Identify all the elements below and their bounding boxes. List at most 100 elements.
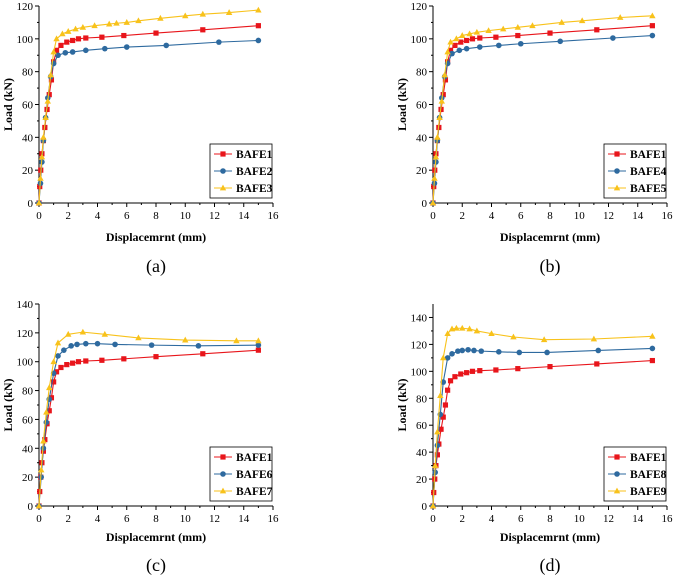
data-point-BAFE5 bbox=[514, 23, 522, 30]
data-point-BAFE1 bbox=[70, 360, 76, 366]
data-point-BAFE3 bbox=[79, 23, 87, 30]
legend-label: BAFE8 bbox=[630, 469, 667, 481]
panel-caption: (d) bbox=[540, 555, 561, 576]
y-tick-label: 140 bbox=[17, 299, 34, 311]
y-tick-label: 0 bbox=[28, 501, 34, 513]
x-tick-label: 10 bbox=[180, 210, 192, 222]
data-point-BAFE8 bbox=[444, 355, 451, 361]
x-tick-label: 4 bbox=[489, 210, 495, 222]
x-tick-label: 12 bbox=[603, 513, 614, 525]
data-point-BAFE5 bbox=[429, 199, 437, 206]
x-tick-label: 4 bbox=[95, 210, 101, 222]
series-BAFE9 bbox=[429, 324, 656, 509]
data-point-BAFE6 bbox=[112, 341, 118, 348]
data-point-BAFE1 bbox=[452, 42, 458, 48]
data-point-BAFE1 bbox=[440, 414, 446, 420]
x-tick-label: 0 bbox=[36, 513, 42, 525]
x-tick-label: 10 bbox=[574, 210, 586, 222]
x-tick-label: 8 bbox=[153, 513, 159, 525]
x-tick-label: 14 bbox=[238, 210, 250, 222]
data-point-BAFE1 bbox=[99, 34, 105, 40]
y-tick-label: 60 bbox=[22, 100, 34, 112]
data-point-BAFE2 bbox=[62, 49, 69, 56]
data-point-BAFE9 bbox=[473, 327, 481, 334]
data-point-BAFE2 bbox=[216, 39, 222, 45]
legend-label: BAFE4 bbox=[630, 166, 667, 178]
data-point-BAFE1 bbox=[442, 402, 449, 408]
data-point-BAFE1 bbox=[153, 354, 159, 360]
x-tick-label: 16 bbox=[662, 513, 674, 525]
x-tick-label: 4 bbox=[489, 513, 495, 525]
data-point-BAFE1 bbox=[440, 92, 446, 98]
y-tick-label: 40 bbox=[416, 447, 428, 459]
series-BAFE5 bbox=[429, 12, 656, 206]
data-point-BAFE9 bbox=[453, 324, 460, 331]
data-point-BAFE5 bbox=[473, 28, 481, 35]
data-point-BAFE1 bbox=[515, 32, 521, 39]
data-point-BAFE8 bbox=[471, 347, 477, 354]
data-point-BAFE5 bbox=[444, 48, 451, 55]
data-point-BAFE4 bbox=[456, 47, 463, 54]
data-point-BAFE3 bbox=[38, 153, 46, 160]
data-point-BAFE2 bbox=[255, 37, 262, 44]
data-point-BAFE8 bbox=[459, 347, 466, 354]
data-point-BAFE9 bbox=[459, 324, 466, 331]
legend-label: BAFE5 bbox=[630, 183, 667, 195]
data-point-BAFE2 bbox=[83, 47, 89, 54]
data-point-BAFE2 bbox=[55, 52, 61, 59]
data-point-BAFE8 bbox=[496, 349, 502, 355]
data-point-BAFE4 bbox=[449, 50, 455, 57]
legend-marker bbox=[613, 184, 621, 191]
y-tick-label: 120 bbox=[411, 339, 428, 351]
data-point-BAFE6 bbox=[255, 342, 262, 348]
legend-marker bbox=[220, 454, 226, 460]
data-point-BAFE8 bbox=[516, 349, 523, 356]
data-point-BAFE7 bbox=[46, 384, 53, 391]
data-point-BAFE7 bbox=[40, 437, 47, 444]
data-point-BAFE6 bbox=[83, 340, 89, 347]
legend-label: BAFE2 bbox=[236, 166, 273, 178]
legend-label: BAFE1 bbox=[236, 149, 273, 161]
x-tick-label: 2 bbox=[460, 210, 466, 222]
y-tick-label: 20 bbox=[416, 165, 428, 177]
data-point-BAFE8 bbox=[449, 351, 455, 357]
data-point-BAFE1 bbox=[464, 370, 470, 376]
y-tick-label: 100 bbox=[411, 366, 428, 378]
data-point-BAFE5 bbox=[432, 153, 440, 160]
data-point-BAFE5 bbox=[436, 114, 443, 121]
y-tick-label: 100 bbox=[411, 34, 428, 46]
data-point-BAFE3 bbox=[157, 14, 164, 21]
y-axis-title: Load (kN) bbox=[1, 378, 15, 431]
data-point-BAFE1 bbox=[200, 27, 206, 33]
data-point-BAFE1 bbox=[64, 39, 70, 45]
data-point-BAFE6 bbox=[74, 341, 80, 348]
data-point-BAFE1 bbox=[46, 408, 52, 414]
legend-marker bbox=[220, 168, 226, 174]
data-point-BAFE5 bbox=[447, 38, 454, 45]
data-point-BAFE1 bbox=[46, 92, 52, 98]
y-tick-label: 140 bbox=[411, 312, 428, 324]
y-tick-label: 20 bbox=[22, 165, 34, 177]
legend-marker bbox=[614, 454, 620, 460]
legend: BAFE1 BAFE8 BAFE9 bbox=[603, 446, 667, 502]
data-point-BAFE6 bbox=[68, 343, 74, 349]
data-point-BAFE3 bbox=[225, 9, 233, 15]
data-point-BAFE5 bbox=[485, 27, 492, 34]
series-BAFE3 bbox=[35, 6, 262, 206]
y-tick-label: 60 bbox=[22, 414, 34, 426]
data-point-BAFE1 bbox=[434, 452, 440, 458]
data-point-BAFE2 bbox=[123, 44, 130, 50]
data-point-BAFE7 bbox=[43, 408, 50, 415]
x-tick-label: 14 bbox=[238, 513, 250, 525]
data-point-BAFE2 bbox=[102, 45, 108, 52]
x-tick-label: 10 bbox=[574, 513, 586, 525]
data-point-BAFE5 bbox=[438, 97, 445, 104]
chart-panel-3: 0 2 4 6 8 10 12 14 16 0 20 40 60 80 100 120 140 Displacem… bbox=[1, 299, 279, 576]
x-axis-title: Displacemrnt (mm) bbox=[106, 230, 206, 244]
data-point-BAFE1 bbox=[438, 426, 444, 432]
data-point-BAFE8 bbox=[455, 348, 461, 354]
data-point-BAFE9 bbox=[590, 335, 598, 342]
data-point-BAFE9 bbox=[431, 462, 439, 468]
y-tick-label: 100 bbox=[17, 357, 34, 369]
data-point-BAFE1 bbox=[515, 366, 521, 372]
